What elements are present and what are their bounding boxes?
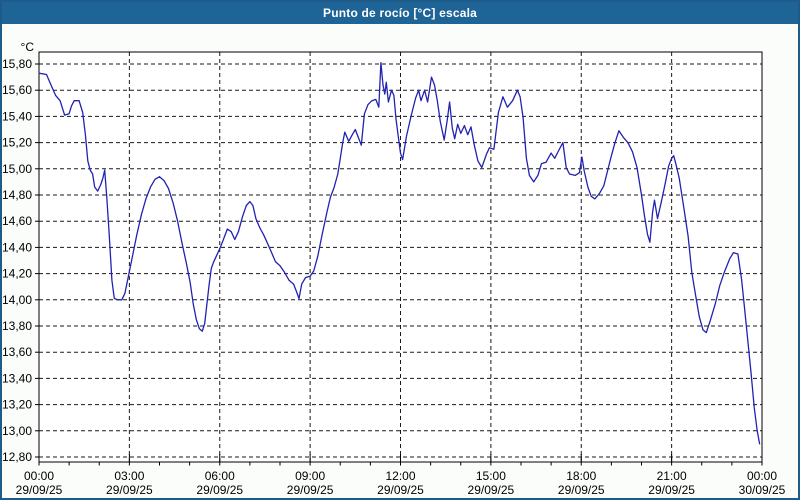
x-tick-time: 18:00 bbox=[566, 469, 596, 483]
y-tick-label: 13,60 bbox=[2, 345, 32, 359]
x-tick-time: 21:00 bbox=[657, 469, 687, 483]
y-tick-label: 14,40 bbox=[2, 240, 32, 254]
x-tick-time: 15:00 bbox=[476, 469, 506, 483]
axis-ticks bbox=[35, 63, 763, 466]
x-tick-date: 29/09/25 bbox=[196, 483, 243, 497]
gridlines bbox=[39, 52, 762, 462]
y-tick-label: 15,20 bbox=[2, 136, 32, 150]
x-tick-time: 12:00 bbox=[385, 469, 415, 483]
y-axis-unit-label: °C bbox=[21, 40, 35, 54]
x-axis-labels: 00:0029/09/2503:0029/09/2506:0029/09/250… bbox=[16, 469, 786, 497]
x-tick-date: 29/09/25 bbox=[287, 483, 334, 497]
y-axis-labels: 15,80 15,60 15,40 15,20 15,00 14,80 14,60 14,40… bbox=[2, 40, 34, 464]
dew-point-line bbox=[38, 62, 761, 445]
x-tick-date: 29/09/25 bbox=[106, 483, 153, 497]
x-tick-time: 03:00 bbox=[114, 469, 144, 483]
plot-frame bbox=[38, 51, 763, 463]
y-tick-label: 13,80 bbox=[2, 319, 32, 333]
x-tick-time: 00:00 bbox=[747, 469, 777, 483]
y-tick-label: 14,20 bbox=[2, 267, 32, 281]
dew-point-chart: 15,80 15,60 15,40 15,20 15,00 14,80 14,60 14,40… bbox=[2, 40, 786, 497]
chart-area: 15,80 15,60 15,40 15,20 15,00 14,80 14,60 14,40… bbox=[2, 24, 798, 498]
page-title: Punto de rocío [°C] escala bbox=[322, 6, 478, 20]
y-tick-label: 15,40 bbox=[2, 109, 32, 123]
y-tick-label: 14,00 bbox=[2, 293, 32, 307]
x-tick-time: 00:00 bbox=[24, 469, 54, 483]
y-tick-label: 14,60 bbox=[2, 214, 32, 228]
x-tick-date: 30/09/25 bbox=[739, 483, 786, 497]
x-tick-date: 29/09/25 bbox=[558, 483, 605, 497]
y-tick-label: 15,80 bbox=[2, 57, 32, 71]
x-tick-time: 09:00 bbox=[295, 469, 325, 483]
title-bar: Punto de rocío [°C] escala bbox=[2, 2, 798, 24]
x-tick-time: 06:00 bbox=[205, 469, 235, 483]
y-tick-label: 14,80 bbox=[2, 188, 32, 202]
y-tick-label: 12,80 bbox=[2, 450, 32, 464]
y-tick-label: 13,20 bbox=[2, 398, 32, 412]
y-tick-label: 15,60 bbox=[2, 83, 32, 97]
x-tick-date: 29/09/25 bbox=[648, 483, 695, 497]
x-tick-date: 29/09/25 bbox=[16, 483, 63, 497]
x-tick-date: 29/09/25 bbox=[468, 483, 515, 497]
y-tick-label: 15,00 bbox=[2, 162, 32, 176]
x-tick-date: 29/09/25 bbox=[377, 483, 424, 497]
y-tick-label: 13,40 bbox=[2, 371, 32, 385]
y-tick-label: 13,00 bbox=[2, 424, 32, 438]
